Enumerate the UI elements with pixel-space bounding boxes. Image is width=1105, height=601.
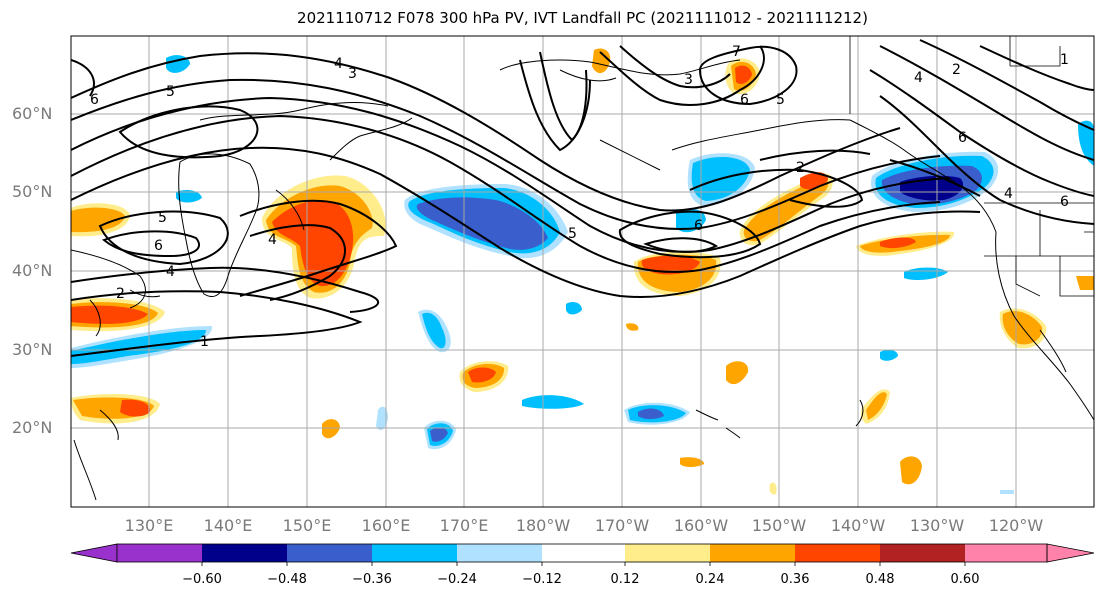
contour-label: 6 — [958, 130, 967, 146]
colorbar-bin — [965, 544, 1047, 562]
colorbar-tick-label: 0.24 — [695, 572, 725, 587]
colorbar-tick-label: −0.24 — [437, 572, 477, 587]
contour-label: 2 — [952, 62, 961, 78]
lon-label: 140°W — [830, 516, 886, 535]
contour-label: 5 — [166, 84, 175, 100]
lat-label: 50°N — [12, 182, 53, 201]
contour-label: 5 — [568, 226, 577, 242]
contour-label: 6 — [694, 218, 703, 234]
lon-label: 160°E — [361, 516, 411, 535]
colorbar-tick-label: 0.12 — [610, 572, 640, 587]
contour-label: 4 — [1004, 186, 1013, 202]
contour-label: 2 — [116, 286, 125, 302]
contour-label: 6 — [1060, 194, 1069, 210]
colorbar-tick-label: 0.48 — [865, 572, 895, 587]
colorbar-bin — [117, 544, 202, 562]
graticule — [71, 36, 1094, 507]
contour-label: 3 — [684, 72, 693, 88]
colorbar — [70, 543, 1095, 566]
colorbar-tick-label: 0.60 — [950, 572, 980, 587]
colorbar-bin — [710, 544, 795, 562]
contour-label: 2 — [796, 160, 805, 176]
colorbar-bin — [457, 544, 542, 562]
lon-label: 170°W — [594, 516, 650, 535]
lon-label: 180°W — [515, 516, 571, 535]
colorbar-bin — [880, 544, 965, 562]
colorbar-tick-label: −0.60 — [182, 572, 222, 587]
contour-label: 4 — [166, 264, 175, 280]
colorbar-bin — [202, 544, 287, 562]
contour-label: 7 — [732, 44, 741, 60]
map-title: 2021110712 F078 300 hPa PV, IVT Landfall… — [297, 9, 868, 27]
colorbar-bin — [795, 544, 880, 562]
lat-label: 40°N — [12, 261, 53, 280]
lat-label: 20°N — [12, 418, 53, 437]
lon-label: 170°E — [439, 516, 489, 535]
contour-label: 1 — [1060, 52, 1069, 68]
contour-label: 3 — [348, 66, 357, 82]
lon-label: 150°W — [751, 516, 807, 535]
lon-label: 140°E — [203, 516, 253, 535]
contour-label: 6 — [90, 92, 99, 108]
lat-label: 60°N — [12, 104, 53, 123]
contour-label: 5 — [776, 92, 785, 108]
colorbar-bin — [542, 544, 625, 562]
lon-label: 130°W — [909, 516, 965, 535]
colorbar-tick-label: −0.12 — [522, 572, 562, 587]
lon-label: 160°W — [673, 516, 729, 535]
contour-label: 4 — [334, 56, 343, 72]
contour-label: 5 — [158, 210, 167, 226]
contour-label: 6 — [154, 238, 163, 254]
lon-label: 120°W — [988, 516, 1044, 535]
lon-label: 150°E — [282, 516, 332, 535]
contour-label: 1 — [200, 334, 209, 350]
contour-label: 6 — [740, 92, 749, 108]
colorbar-bin — [625, 544, 710, 562]
lon-label: 130°E — [124, 516, 174, 535]
ivt-contours — [71, 39, 1094, 357]
colorbar-tick-label: 0.36 — [780, 572, 810, 587]
contour-labels: 6 5 4 3 7 6 5 2 6 4 3 5 6 4 2 1 6 4 1 4 … — [90, 44, 1069, 350]
map-frame — [70, 35, 1095, 508]
lat-label: 30°N — [12, 340, 53, 359]
coastlines — [71, 59, 1094, 501]
colorbar-tick-label: −0.36 — [352, 572, 392, 587]
colorbar-extend-low — [70, 543, 118, 563]
colorbar-bin — [287, 544, 372, 562]
colorbar-bin — [372, 544, 457, 562]
contour-label: 4 — [914, 70, 923, 86]
contour-label: 4 — [268, 232, 277, 248]
colorbar-extend-high — [1046, 543, 1095, 563]
map-plot-area: 6 5 4 3 7 6 5 2 6 4 3 5 6 4 2 1 6 4 1 4 … — [71, 36, 1094, 507]
colorbar-tick-label: −0.48 — [267, 572, 307, 587]
